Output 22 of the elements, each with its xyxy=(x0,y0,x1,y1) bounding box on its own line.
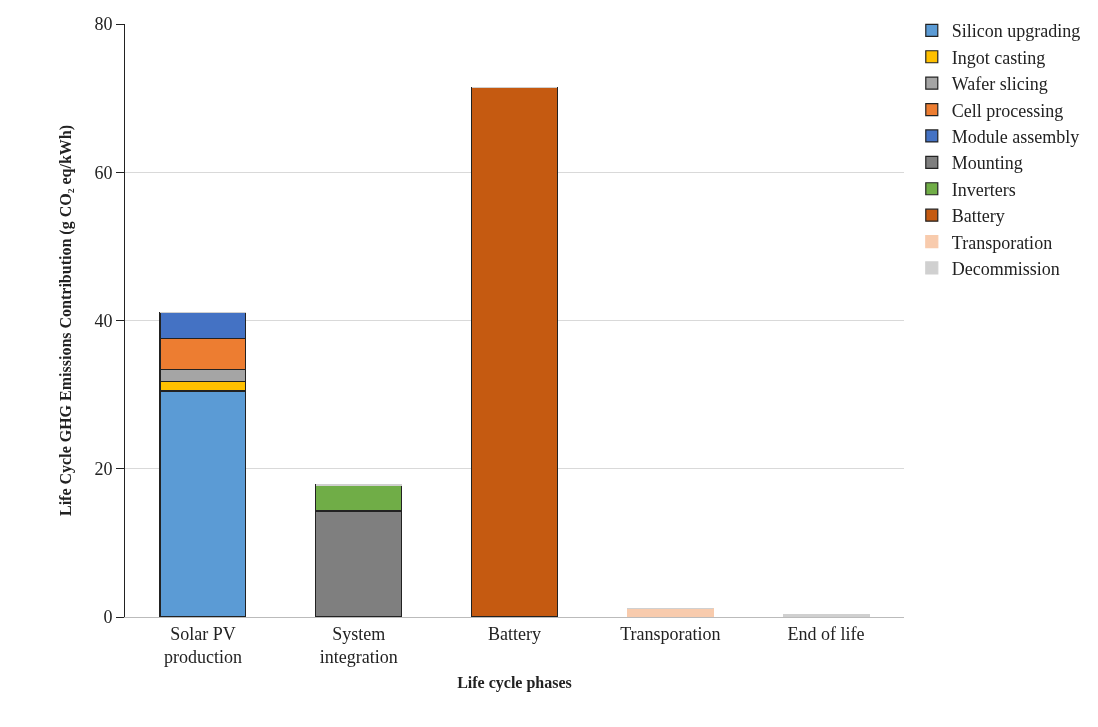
legend-label: Decommission xyxy=(951,258,1060,279)
legend-label: Ingot casting xyxy=(951,47,1046,68)
x-tick-label: System integration xyxy=(319,623,398,667)
x-axis-title: Life cycle phases xyxy=(457,673,572,692)
legend-label: Cell processing xyxy=(951,100,1064,121)
legend-label: Wafer slicing xyxy=(951,74,1048,95)
x-tick-label: End of life xyxy=(787,623,865,644)
y-tick-label: 80 xyxy=(94,14,113,35)
legend-label: Inverters xyxy=(951,179,1016,200)
x-tick-label: Transporation xyxy=(620,623,721,644)
x-tick-label: Battery xyxy=(488,623,541,644)
y-tick-label: 20 xyxy=(94,459,113,480)
legend-label: Mounting xyxy=(951,153,1023,174)
y-tick-label: 60 xyxy=(94,162,113,183)
y-axis-title: Life Cycle GHG Emissions Contribution (g CO₂ eq/kWh) xyxy=(57,124,76,517)
legend-label: Silicon upgrading xyxy=(951,21,1081,42)
y-tick-label: 40 xyxy=(94,310,113,331)
legend-label: Battery xyxy=(951,206,1005,227)
x-tick-label: Solar PV production xyxy=(163,623,242,667)
legend-label: Module assembly xyxy=(951,126,1080,147)
legend-label: Transporation xyxy=(951,232,1053,253)
y-tick-label: 0 xyxy=(103,607,113,628)
